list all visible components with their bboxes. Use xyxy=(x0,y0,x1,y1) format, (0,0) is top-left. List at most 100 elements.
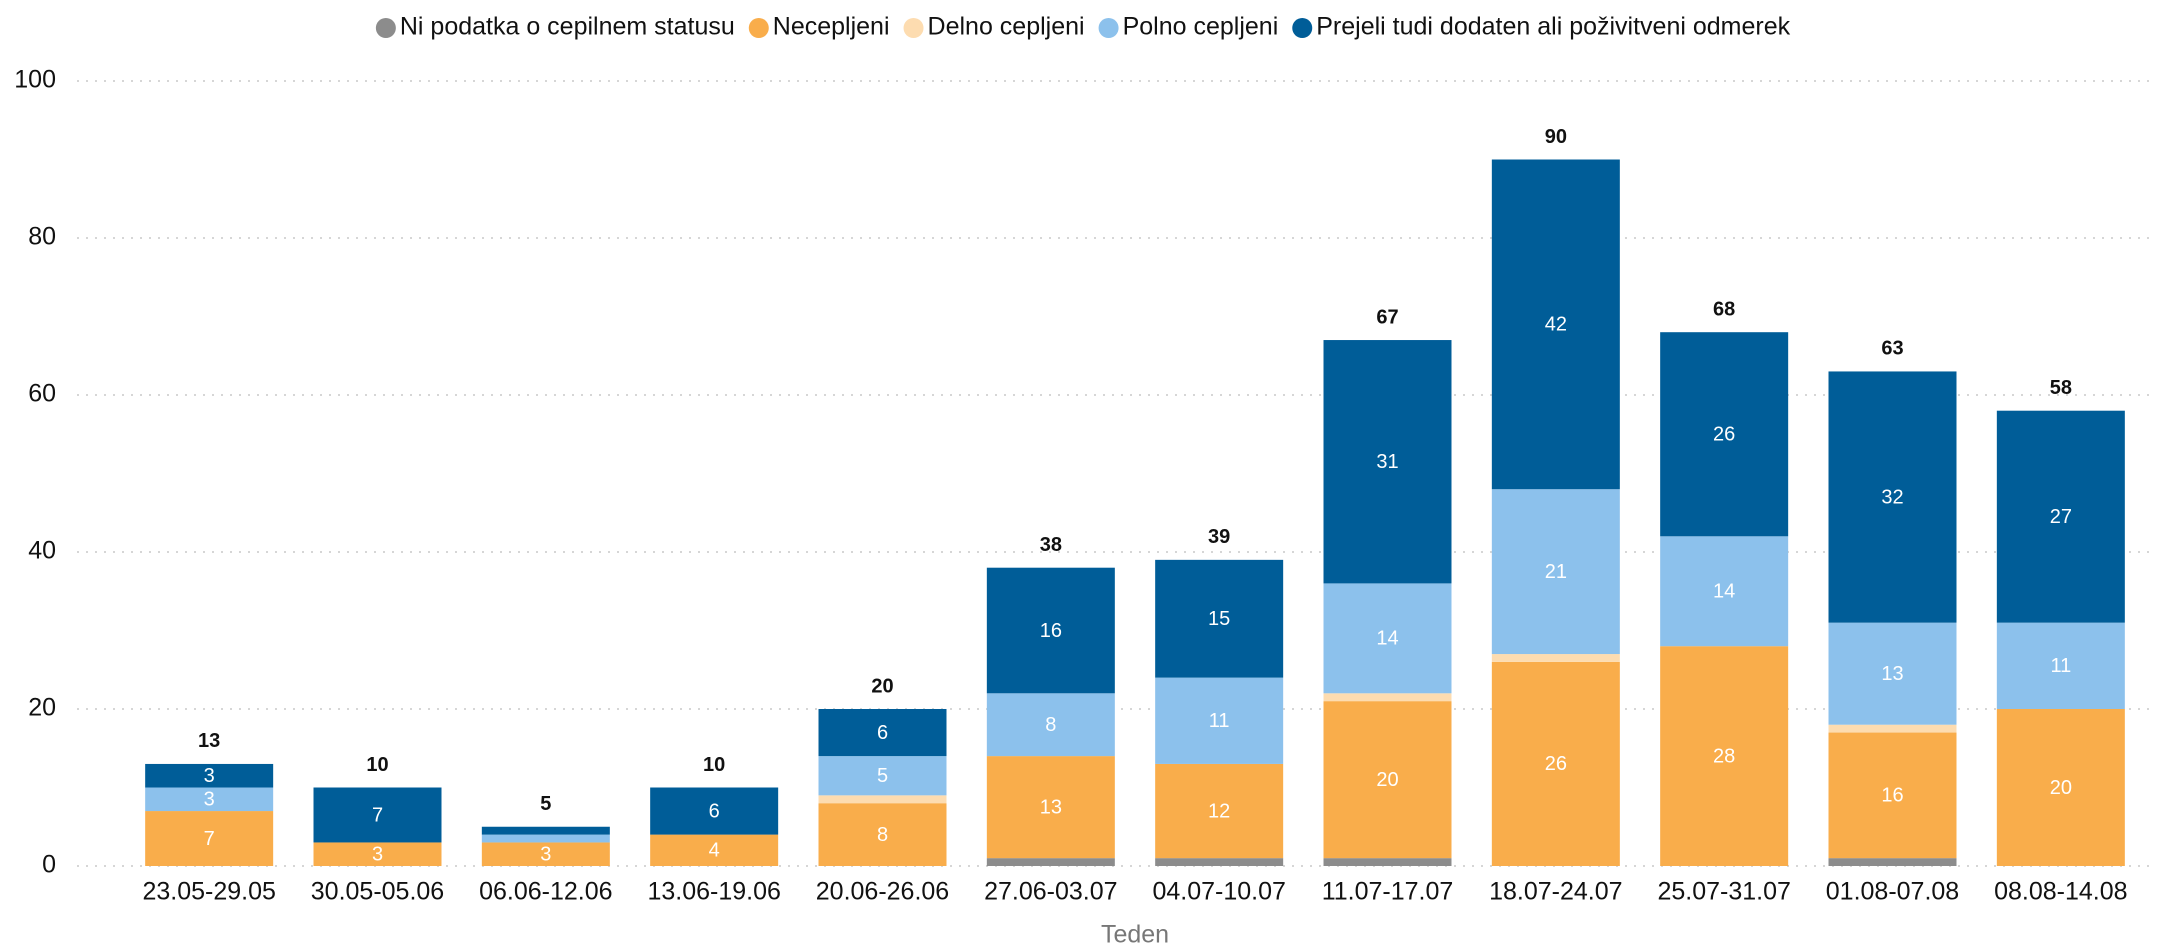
legend-marker xyxy=(1098,18,1119,38)
bar-segment xyxy=(481,842,610,866)
total-label: 68 xyxy=(1713,298,1735,320)
data-label: 32 xyxy=(1881,486,1903,508)
y-tick-label: 80 xyxy=(28,223,56,251)
legend-label: Delno cepljeni xyxy=(928,13,1085,41)
bar-segment xyxy=(1155,763,1284,859)
x-tick-label: 30.05-05.06 xyxy=(311,878,444,906)
data-label: 16 xyxy=(1881,785,1903,807)
data-label: 7 xyxy=(372,804,383,826)
legend-label: Polno cepljeni xyxy=(1123,13,1279,41)
total-label: 13 xyxy=(198,730,220,752)
data-label: 4 xyxy=(709,840,720,862)
bar-segment xyxy=(313,787,442,843)
data-label: 12 xyxy=(1208,800,1230,822)
y-tick-label: 100 xyxy=(14,66,56,94)
bar-segment xyxy=(986,858,1115,866)
bar-segment xyxy=(818,709,947,757)
bar-segment xyxy=(481,826,610,835)
x-tick-label: 06.06-12.06 xyxy=(479,878,612,906)
legend-label: Necepljeni xyxy=(773,13,890,41)
bar-segment xyxy=(986,693,1115,757)
x-tick-label: 01.08-07.08 xyxy=(1826,878,1959,906)
x-tick-label: 18.07-24.07 xyxy=(1489,878,1622,906)
bar-segment xyxy=(1323,858,1452,866)
legend-marker xyxy=(375,18,396,38)
bar-segment xyxy=(481,834,610,843)
bar-segment xyxy=(650,834,779,866)
bar-segment xyxy=(1155,858,1284,866)
data-label: 14 xyxy=(1713,581,1735,603)
x-tick-label: 04.07-10.07 xyxy=(1152,878,1285,906)
bar-segment xyxy=(818,803,947,866)
y-tick-label: 60 xyxy=(28,380,56,408)
total-label: 10 xyxy=(703,754,725,776)
bar-segment xyxy=(1660,536,1789,647)
bar-segment xyxy=(1155,677,1284,764)
total-label: 38 xyxy=(1040,534,1062,556)
total-label: 5 xyxy=(540,793,551,815)
bar-segment xyxy=(1828,371,1957,623)
bar-segment xyxy=(1323,701,1452,859)
data-label: 11 xyxy=(2050,655,2071,677)
x-tick-label: 13.06-19.06 xyxy=(647,878,780,906)
bar-segment xyxy=(1491,661,1620,866)
data-label: 31 xyxy=(1376,451,1398,473)
bar-segment xyxy=(1155,559,1284,678)
data-label: 28 xyxy=(1713,745,1735,767)
data-label: 20 xyxy=(2050,777,2072,799)
bar-segment xyxy=(1323,340,1452,584)
x-tick-label: 23.05-29.05 xyxy=(142,878,275,906)
x-tick-label: 25.07-31.07 xyxy=(1657,878,1790,906)
data-label: 21 xyxy=(1545,561,1567,583)
bar-segment xyxy=(1996,410,2125,623)
bar-segment xyxy=(1660,332,1789,537)
data-label: 26 xyxy=(1545,753,1567,775)
bar-segment xyxy=(1996,622,2125,709)
bar-segment xyxy=(1828,732,1957,859)
legend-marker xyxy=(1292,18,1313,38)
data-label: 13 xyxy=(1040,796,1062,818)
y-tick-label: 40 xyxy=(28,537,56,565)
total-label: 10 xyxy=(366,754,388,776)
bar-segment xyxy=(145,763,274,788)
total-label: 63 xyxy=(1881,338,1903,360)
data-label: 3 xyxy=(372,844,383,866)
data-label: 11 xyxy=(1209,710,1230,732)
y-tick-label: 20 xyxy=(28,694,56,722)
bar-segment xyxy=(145,787,274,812)
bar-segment xyxy=(818,795,947,804)
total-label: 58 xyxy=(2050,377,2072,399)
data-label: 7 xyxy=(204,828,215,850)
data-label: 13 xyxy=(1881,663,1903,685)
legend-marker xyxy=(748,18,769,38)
data-label: 3 xyxy=(204,789,215,811)
bar-segment xyxy=(1828,622,1957,725)
legend-label: Ni podatka o cepilnem statusu xyxy=(400,13,735,41)
data-label: 8 xyxy=(877,824,888,846)
x-tick-label: 20.06-26.06 xyxy=(816,878,949,906)
bar-segment xyxy=(1828,858,1957,866)
x-tick-label: 08.08-14.08 xyxy=(1994,878,2127,906)
data-label: 3 xyxy=(204,765,215,787)
bar-segment xyxy=(145,811,274,866)
bar-segment xyxy=(650,787,779,835)
data-label: 42 xyxy=(1545,314,1567,336)
bar-segment xyxy=(1828,724,1957,733)
bar-segment xyxy=(1491,159,1620,490)
total-label: 39 xyxy=(1208,526,1230,548)
data-label: 27 xyxy=(2050,506,2072,528)
x-axis-label: Teden xyxy=(1101,921,1169,949)
total-label: 90 xyxy=(1545,126,1567,148)
bar-segment xyxy=(1491,654,1620,662)
x-tick-label: 27.06-03.07 xyxy=(984,878,1117,906)
data-label: 26 xyxy=(1713,424,1735,446)
bar-segment xyxy=(1323,583,1452,694)
y-tick-label: 0 xyxy=(42,851,56,879)
data-label: 14 xyxy=(1376,628,1398,650)
bar-segment xyxy=(818,756,947,796)
bar-segment xyxy=(986,756,1115,859)
data-label: 20 xyxy=(1376,769,1398,791)
data-label: 16 xyxy=(1040,620,1062,642)
bar-segment xyxy=(1491,489,1620,655)
